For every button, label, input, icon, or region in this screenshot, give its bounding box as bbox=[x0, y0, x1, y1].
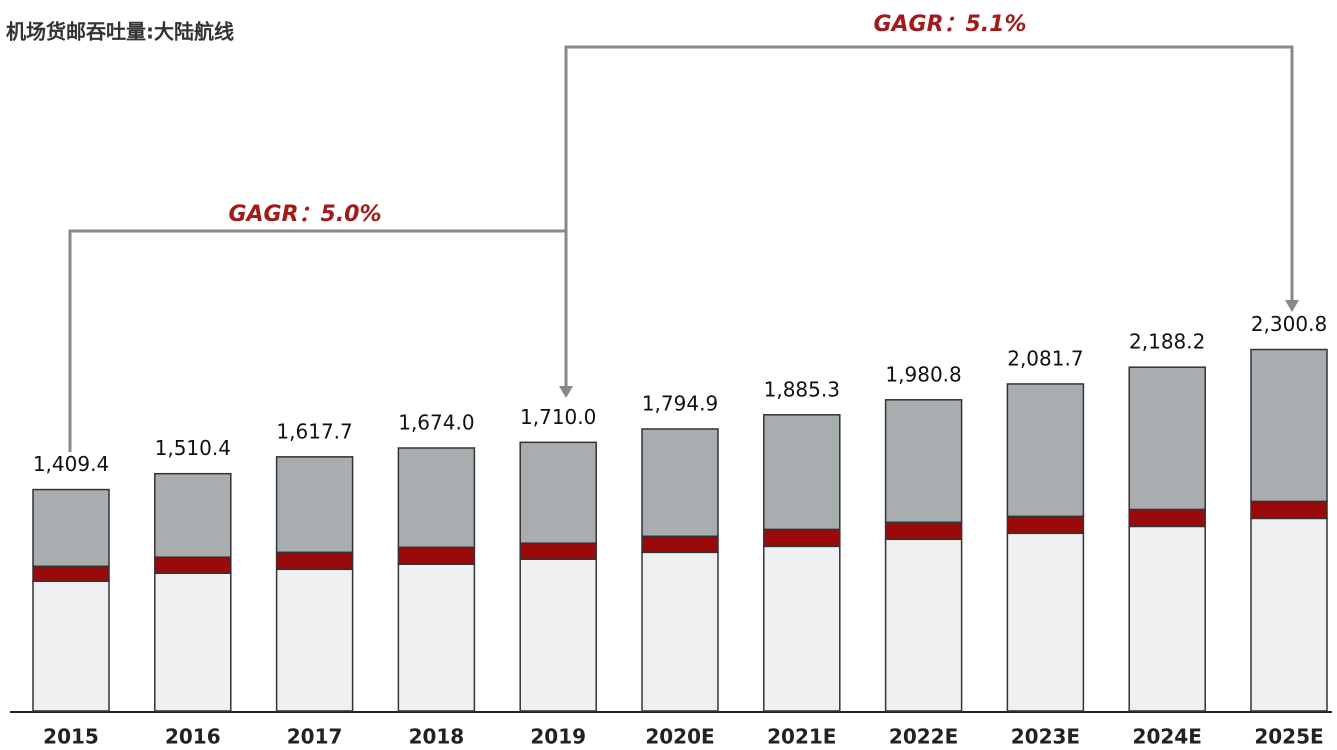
bar-segment bbox=[154, 556, 232, 574]
bar-segment bbox=[763, 414, 841, 531]
bar-segment bbox=[884, 399, 963, 524]
x-tick-label: 2020E bbox=[645, 725, 714, 749]
bar-segment bbox=[32, 580, 110, 712]
bar-segment bbox=[397, 563, 476, 712]
bar-segment bbox=[275, 551, 354, 571]
bar-segment bbox=[641, 551, 719, 712]
bar-segment bbox=[519, 441, 597, 544]
x-tick-label: 2019 bbox=[530, 725, 586, 749]
x-tick-label: 2025E bbox=[1254, 725, 1323, 749]
total-label: 2,081.7 bbox=[1007, 346, 1083, 370]
cagr-brackets bbox=[68, 45, 1294, 452]
bar-segment bbox=[641, 428, 719, 538]
bar-segment bbox=[884, 538, 963, 712]
total-label: 2,188.2 bbox=[1129, 330, 1205, 354]
bar-segment bbox=[154, 472, 232, 558]
bar-segment bbox=[397, 546, 476, 566]
bar-segment bbox=[1128, 366, 1206, 511]
bar-segment bbox=[1128, 525, 1206, 712]
arrow-head bbox=[1285, 300, 1299, 312]
bar-segment bbox=[154, 572, 232, 712]
bar-segment bbox=[763, 528, 841, 548]
x-tick-label: 2016 bbox=[165, 725, 221, 749]
bracket-2015-2019 bbox=[68, 229, 568, 452]
total-label: 2,300.8 bbox=[1251, 312, 1327, 336]
x-tick-label: 2024E bbox=[1133, 725, 1202, 749]
x-tick-label: 2017 bbox=[287, 725, 343, 749]
total-label: 1,794.9 bbox=[642, 392, 718, 416]
bar-segment bbox=[1250, 517, 1328, 712]
bar-segment bbox=[1250, 348, 1328, 503]
bar-segment bbox=[1128, 508, 1206, 528]
bar-segment bbox=[1006, 532, 1085, 712]
bar-segment bbox=[32, 565, 110, 582]
total-label: 1,510.4 bbox=[155, 436, 231, 460]
bar-segment bbox=[519, 558, 597, 712]
bar-segment bbox=[397, 447, 476, 549]
x-tick-label: 2022E bbox=[889, 725, 958, 749]
total-label: 1,980.8 bbox=[885, 362, 961, 386]
bar-segment bbox=[763, 545, 841, 712]
legend-label: 机场货邮吞吐量:大陆航线 bbox=[6, 20, 234, 44]
bar-segment bbox=[1250, 500, 1328, 520]
total-label: 1,617.7 bbox=[276, 419, 352, 443]
bar-segment bbox=[884, 521, 963, 541]
cagr-label: GAGR：5.0% bbox=[228, 202, 381, 227]
x-tick-label: 2018 bbox=[409, 725, 465, 749]
bar-segment bbox=[275, 456, 354, 554]
bar-segment bbox=[519, 542, 597, 560]
arrow-head bbox=[559, 386, 573, 398]
total-label: 1,674.0 bbox=[398, 410, 474, 434]
total-label: 1,710.0 bbox=[520, 405, 596, 429]
x-tick-label: 2021E bbox=[767, 725, 836, 749]
x-tick-label: 2023E bbox=[1011, 725, 1080, 749]
bracket-2019-2025 bbox=[564, 45, 1294, 302]
cagr-label: GAGR：5.1% bbox=[873, 12, 1026, 37]
bar-segment bbox=[32, 488, 110, 568]
x-tick-label: 2015 bbox=[43, 725, 99, 749]
total-label: 1,885.3 bbox=[764, 377, 840, 401]
total-label: 1,409.4 bbox=[33, 452, 109, 476]
bar-segment bbox=[1006, 515, 1085, 535]
bar-segment bbox=[1006, 383, 1085, 518]
bar-segment bbox=[641, 535, 719, 554]
bar-segment bbox=[275, 568, 354, 712]
